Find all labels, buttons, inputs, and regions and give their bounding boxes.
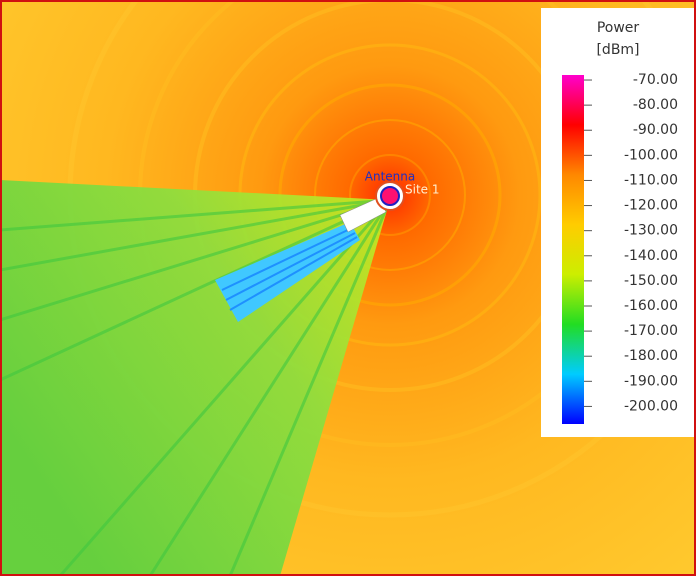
site-label: Site 1 (405, 183, 440, 197)
tick-label: -160.00 (624, 298, 678, 314)
tick-label: -200.00 (624, 398, 678, 414)
tick-label: -120.00 (624, 198, 678, 214)
tick-label: -190.00 (624, 373, 678, 389)
tick-label: -140.00 (624, 248, 678, 264)
tick-label: -90.00 (633, 122, 678, 138)
tick-label: -100.00 (624, 147, 678, 163)
antenna-label: Antenna (365, 170, 415, 184)
tick-label: -180.00 (624, 348, 678, 364)
tick-label: -150.00 (624, 273, 678, 289)
tick-label: -110.00 (624, 172, 678, 188)
tick-label: -80.00 (633, 97, 678, 113)
colorbar (562, 75, 584, 424)
legend: Power [dBm] -70.00 -80.00 -90.00 -100.00 -11… (541, 8, 696, 437)
legend-title: Power (597, 20, 640, 36)
tick-label: -70.00 (633, 72, 678, 88)
tick-label: -170.00 (624, 323, 678, 339)
legend-unit: [dBm] (596, 42, 639, 58)
tick-label: -130.00 (624, 223, 678, 239)
